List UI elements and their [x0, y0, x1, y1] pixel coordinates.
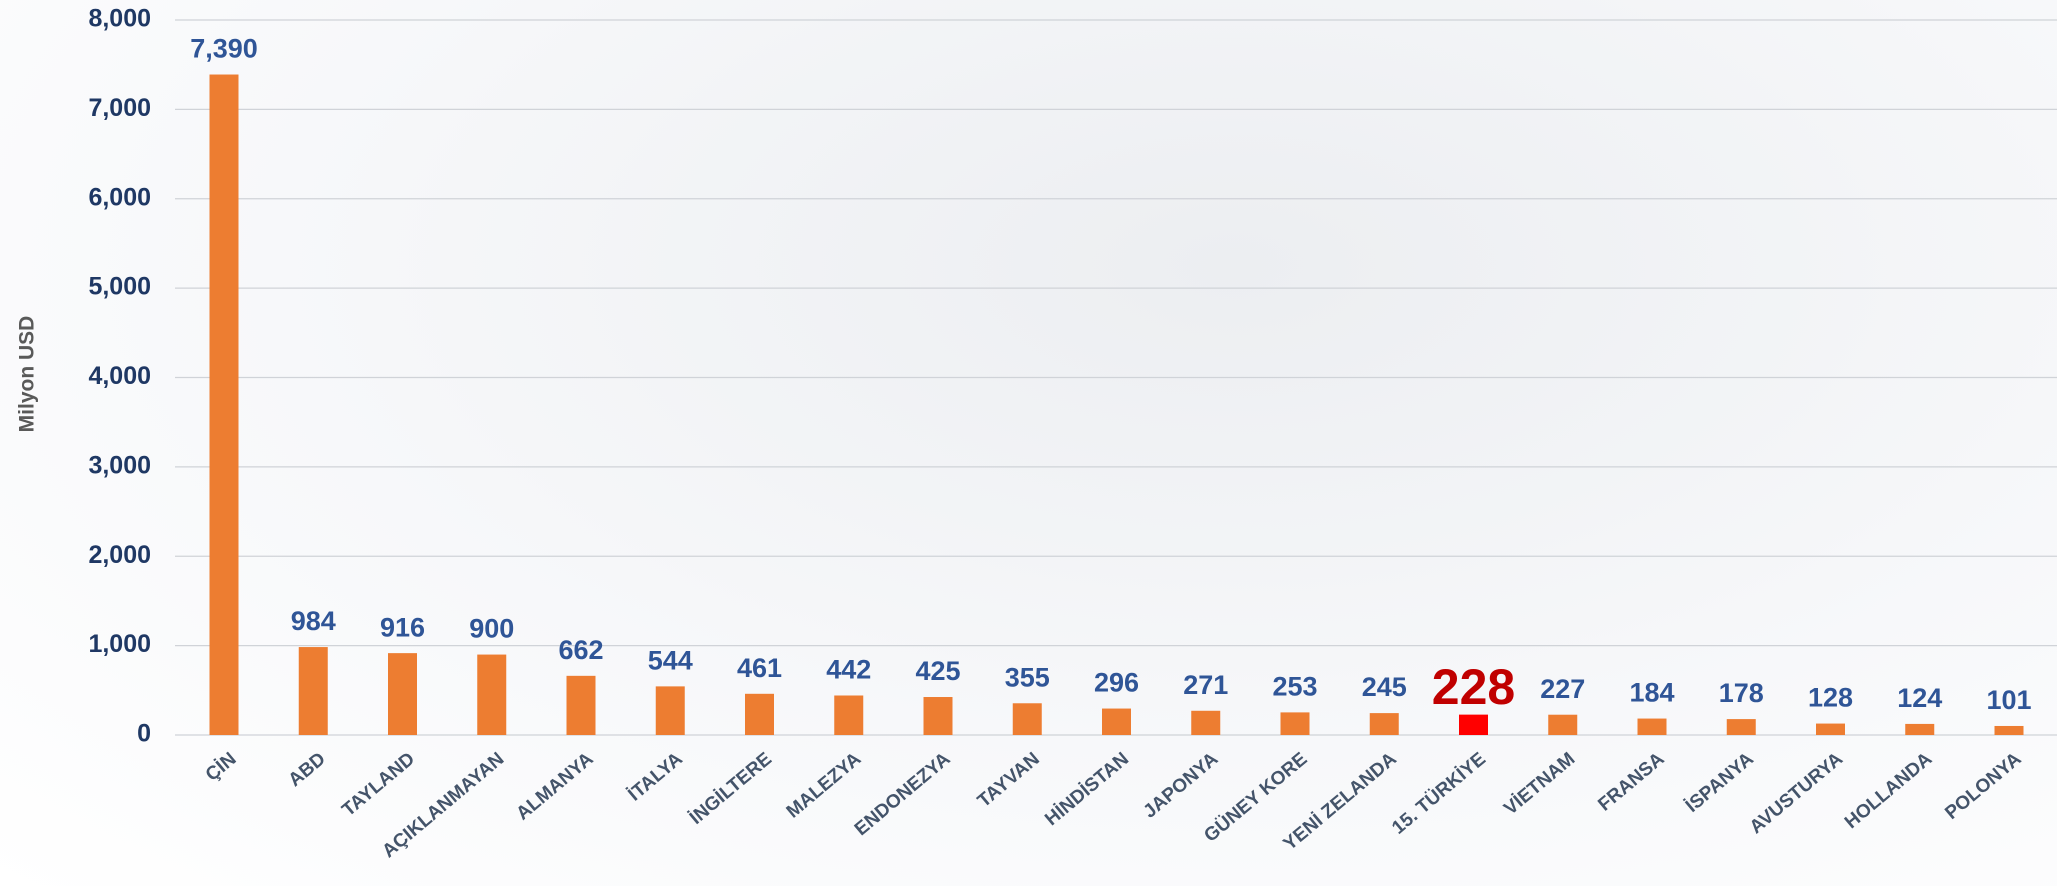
- value-label: 128: [1808, 683, 1853, 713]
- value-label: 425: [915, 656, 960, 686]
- bar: [1816, 723, 1845, 735]
- bar: [1994, 725, 2024, 735]
- x-tick-label: TAYLAND: [338, 749, 419, 821]
- bar: [477, 654, 507, 735]
- x-tick-label: HOLLANDA: [1841, 748, 1936, 833]
- x-tick-label: FRANSA: [1594, 748, 1668, 815]
- bar: [566, 675, 596, 735]
- bar: [1191, 710, 1221, 735]
- bar: [1905, 723, 1935, 735]
- x-tick-label: ÇİN: [202, 749, 241, 786]
- x-tick-label: MALEZYA: [783, 748, 866, 822]
- bar: [655, 686, 685, 735]
- value-label: 124: [1897, 683, 1942, 713]
- bar: [1369, 713, 1399, 735]
- y-tick-label: 4,000: [88, 362, 151, 390]
- x-tick-label: ALMANYA: [513, 748, 598, 824]
- value-label: 184: [1629, 678, 1674, 708]
- x-tick-label: JAPONYA: [1140, 748, 1223, 822]
- y-tick-label: 2,000: [88, 541, 151, 569]
- x-tick-label: İSPANYA: [1682, 748, 1758, 817]
- bar: [923, 697, 953, 735]
- x-tick-label: TAYVAN: [974, 749, 1044, 812]
- bar: [1012, 703, 1042, 735]
- x-tick-label: HİNDİSTAN: [1041, 749, 1133, 831]
- value-label: 900: [469, 614, 514, 644]
- value-label: 296: [1094, 668, 1139, 698]
- bar: [834, 695, 864, 735]
- value-label: 253: [1272, 672, 1317, 702]
- bar: [745, 693, 774, 735]
- value-label: 984: [291, 606, 336, 636]
- bar: [1726, 719, 1756, 735]
- bar: [209, 74, 239, 736]
- value-label: 178: [1719, 678, 1764, 708]
- value-label: 271: [1183, 670, 1228, 700]
- x-tick-label: ABD: [285, 749, 330, 792]
- x-tick-label: 15. TÜRKİYE: [1388, 749, 1490, 839]
- value-label: 662: [558, 635, 603, 665]
- bar: [298, 647, 328, 735]
- y-tick-label: 1,000: [88, 630, 151, 658]
- value-label: 442: [826, 655, 871, 685]
- value-label: 7,390: [190, 34, 258, 64]
- y-tick-label: 7,000: [88, 94, 151, 122]
- value-label: 101: [1986, 685, 2031, 715]
- bar: [1280, 712, 1310, 735]
- x-tick-label: AVUSTURYA: [1746, 748, 1847, 838]
- x-tick-label: VİETNAM: [1500, 749, 1579, 820]
- bar: [1548, 714, 1578, 735]
- x-tick-label: ENDONEZYA: [851, 748, 955, 840]
- y-tick-label: 3,000: [88, 451, 151, 479]
- x-tick-label: POLONYA: [1941, 748, 2025, 824]
- value-label: 228: [1432, 659, 1515, 715]
- value-label: 916: [380, 612, 425, 642]
- y-tick-label: 0: [137, 720, 151, 748]
- value-label: 461: [737, 653, 782, 683]
- x-tick-label: İTALYA: [624, 748, 687, 805]
- value-label: 227: [1540, 674, 1585, 704]
- x-tick-label: İNGİLTERE: [686, 749, 776, 829]
- y-tick-label: 8,000: [88, 5, 151, 33]
- y-axis-title: Milyon USD: [16, 316, 39, 433]
- bar: [388, 653, 417, 735]
- value-label: 355: [1005, 662, 1050, 692]
- value-label: 245: [1362, 672, 1407, 702]
- bar: [1102, 708, 1131, 735]
- y-tick-label: 5,000: [88, 273, 151, 301]
- bar: [1637, 718, 1667, 735]
- bar: [1459, 714, 1488, 735]
- value-label: 544: [648, 646, 693, 676]
- y-tick-label: 6,000: [88, 183, 151, 211]
